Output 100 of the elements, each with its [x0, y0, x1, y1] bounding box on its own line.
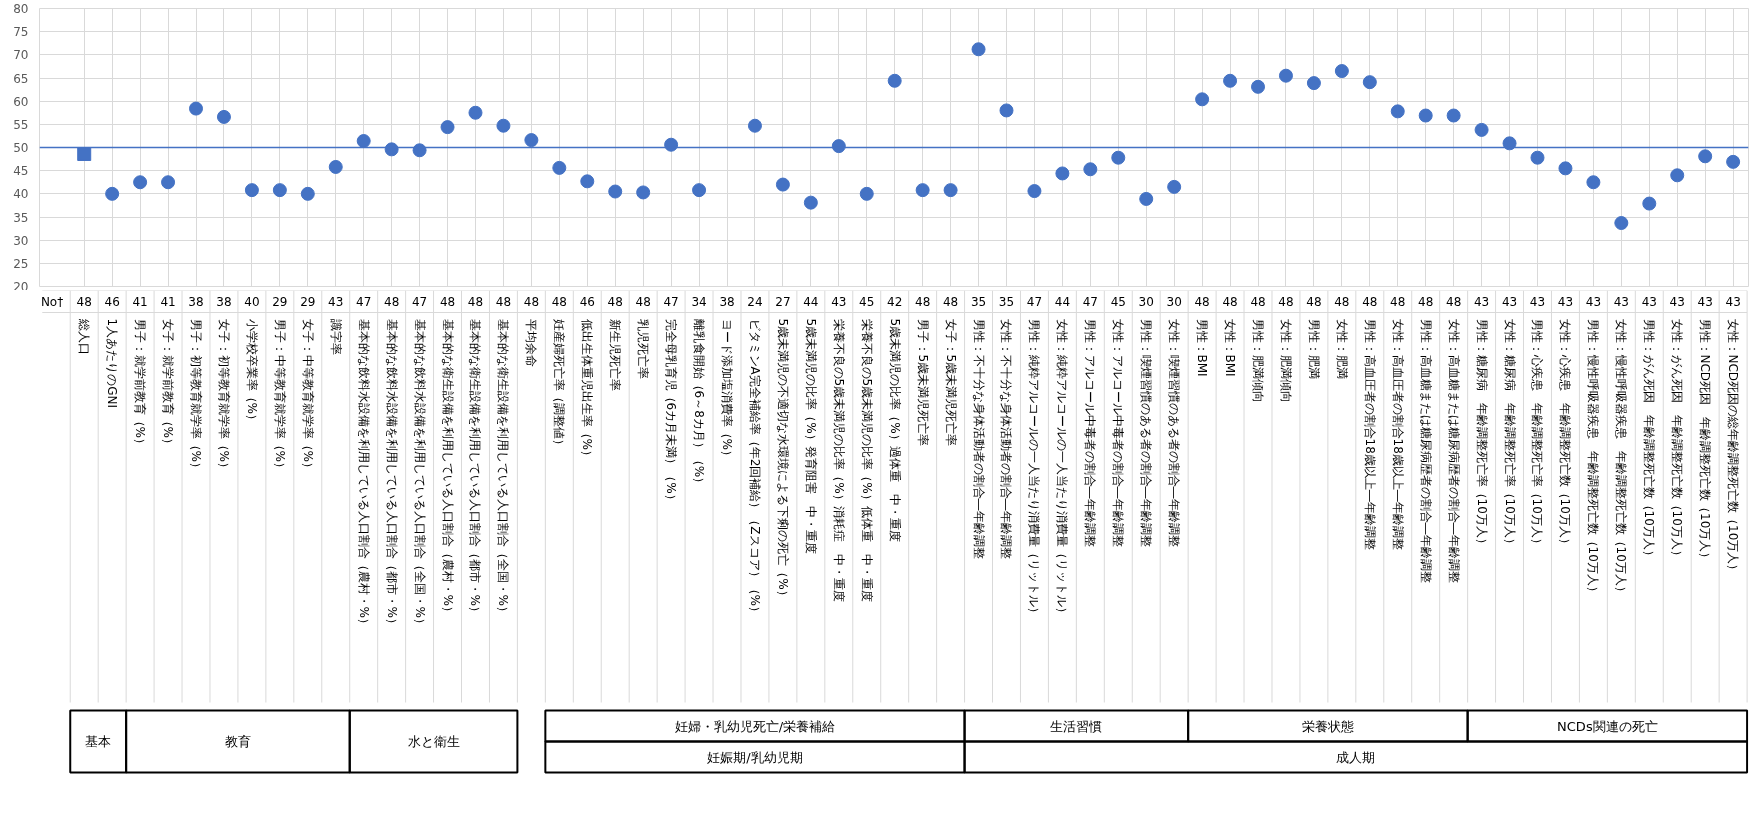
text: 48	[915, 295, 931, 309]
y-tick-label: 75	[13, 25, 29, 40]
x-tick-label: 基本的な衛生設備を利用している人口割合（都市・%）	[468, 318, 483, 618]
x-tick-label: 男性：糖尿病 年齢調整死亡率（10万人）	[1474, 318, 1489, 550]
point	[692, 183, 707, 198]
x-tick-label: ビタミンA完全補給率（年2回補給）（Zスコア）（%）	[747, 318, 762, 618]
point	[1418, 108, 1433, 123]
y-tick-label: 40	[13, 187, 29, 202]
point	[1195, 92, 1210, 107]
x-tick-label: 男性：高血糖または糖尿病歴者の割合―年齢調整	[1418, 318, 1433, 583]
text: NCDs関連の死亡	[1557, 718, 1658, 734]
text: 46	[579, 295, 595, 309]
point	[133, 175, 148, 190]
point	[664, 137, 679, 152]
point	[887, 73, 902, 88]
text: 48	[942, 295, 959, 309]
point	[524, 133, 539, 148]
y-tick-label: 80	[13, 2, 29, 16]
point	[440, 120, 455, 135]
x-tick-label: 女性：肥満傾向	[1278, 318, 1293, 403]
point	[1390, 104, 1405, 119]
text: 43	[1669, 295, 1685, 309]
text: 48	[635, 295, 651, 309]
text: 48	[1194, 295, 1210, 309]
point	[1698, 149, 1713, 164]
point	[971, 42, 986, 57]
x-tick-label: 男子：就学前教育（%）	[133, 318, 148, 450]
text: 47	[1082, 295, 1098, 309]
x-tick-label: 男性：心疾患 年齢調整死亡率（10万人）	[1530, 318, 1545, 550]
text: 40	[244, 295, 260, 309]
point	[1083, 162, 1098, 177]
x-tick-label: 男性：肥満傾向	[1251, 318, 1266, 403]
x-tick-label: 男性：純粋アルコールの一人当たり消費量（リットル）	[1027, 318, 1042, 619]
text: 43	[1501, 295, 1518, 309]
point	[636, 185, 651, 200]
text: 48	[384, 295, 400, 309]
x-tick-label: 離乳食開始（6～8カ月）（%）	[692, 318, 707, 490]
text: 24	[747, 295, 763, 309]
text: 48	[76, 295, 92, 309]
text: 45	[859, 295, 875, 309]
text: 48	[467, 295, 484, 309]
x-tick-label: 5歳未満児の比率（%）過体重 中・重度	[887, 318, 902, 542]
text: 43	[1585, 295, 1602, 309]
point	[552, 160, 567, 175]
text: 30	[1138, 295, 1154, 309]
text: 43	[1641, 295, 1657, 309]
text: 46	[104, 295, 120, 309]
point	[1474, 122, 1489, 137]
point	[328, 159, 343, 174]
point	[1614, 216, 1629, 231]
y-tick-label: 70	[13, 48, 29, 63]
x-tick-label: 総人口	[77, 317, 92, 355]
text: 48	[1250, 295, 1266, 309]
y-tick-label: 45	[13, 164, 29, 179]
x-tick-label: 新生児死亡率	[608, 318, 623, 391]
text: 教育	[224, 734, 251, 749]
point	[1726, 154, 1741, 169]
text: 43	[1557, 295, 1574, 309]
text: 29	[300, 295, 316, 309]
y-tick-label: 35	[13, 210, 29, 225]
text: 48	[1222, 295, 1238, 309]
x-tick-label: 女子：初等教育就学率（%）	[216, 318, 231, 474]
x-tick-label: 男子：中等教育就学率（%）	[272, 318, 287, 474]
point	[775, 177, 790, 192]
point	[468, 105, 483, 120]
point	[300, 186, 315, 201]
text: 43	[1697, 295, 1713, 309]
text: 35	[998, 295, 1015, 309]
y-tick-label: 25	[13, 256, 29, 271]
text: 48	[523, 295, 540, 309]
x-tick-label: 女性：高血圧者の割合18歳以上―年齢調整	[1390, 318, 1405, 550]
point	[105, 186, 120, 201]
point	[915, 183, 930, 198]
text: 43	[1529, 295, 1546, 309]
text: 38	[216, 295, 232, 309]
point	[244, 183, 259, 198]
x-tick-label: 小学校卒業率（%）	[244, 318, 259, 426]
x-tick-label: 男性：BMI	[1195, 318, 1210, 377]
text: 43	[1613, 295, 1629, 309]
x-tick-label: 女子：中等教育就学率（%）	[300, 318, 315, 474]
text: 41	[160, 295, 176, 309]
point	[1558, 161, 1573, 176]
x-tick-label: 女性：BMI	[1223, 318, 1238, 377]
text: 44	[1054, 295, 1071, 309]
point	[1334, 64, 1349, 79]
point	[496, 118, 511, 133]
text: 成人期	[1336, 749, 1376, 765]
x-tick-label: 5歳未満児の比率（%）発育阻害 中・重度	[803, 318, 818, 554]
point	[1502, 136, 1517, 151]
point	[216, 109, 231, 124]
x-tick-label: 基本的な飲料水設備を利用している人口割合（都市・%）	[384, 318, 399, 630]
text: 42	[887, 295, 903, 309]
text: 27	[775, 295, 791, 309]
text: 47	[411, 295, 428, 309]
x-tick-label: 女性：慢性呼吸器疾患 年齢調整死亡数（10万人）	[1614, 318, 1629, 598]
text: 41	[132, 295, 148, 309]
x-tick-label: 男性：アルコール中毒者の割合―年齢調整	[1083, 318, 1098, 547]
x-tick-label: 低出生体重児出生率（%）	[580, 318, 595, 462]
text: 48	[1306, 295, 1322, 309]
point	[1530, 150, 1545, 165]
